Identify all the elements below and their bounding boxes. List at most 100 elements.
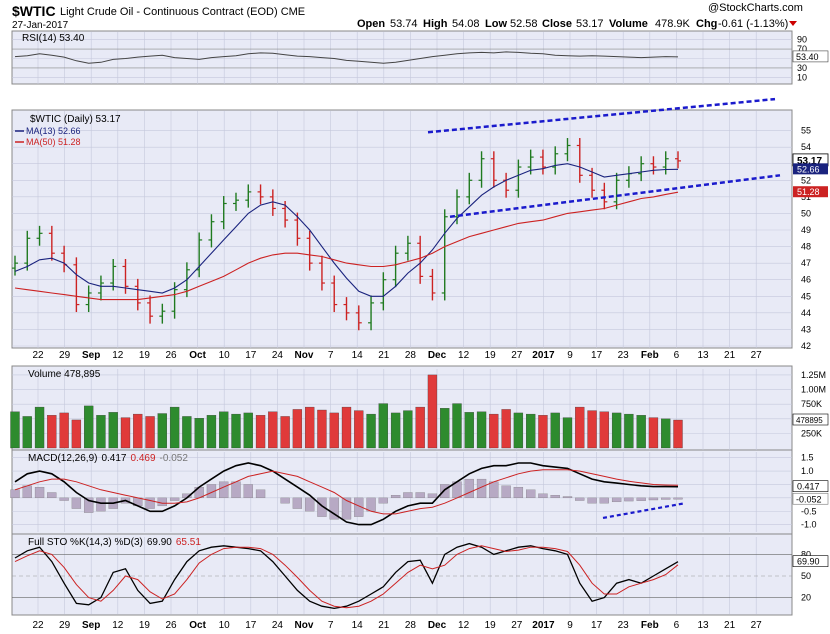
macd-tick-label: 1.5 [801, 453, 814, 463]
macd-legend: MACD(12,26,9) 0.417 0.469 -0.052 [28, 453, 188, 464]
macd-line [14, 462, 679, 526]
volume-bar [538, 415, 548, 449]
x-tick-label: 21 [378, 350, 390, 361]
x-tick-label: Nov [295, 620, 314, 631]
x-tick-label: 28 [405, 620, 417, 631]
volume-bar [182, 416, 192, 449]
macd-histogram-bar [231, 481, 241, 499]
price-tick-label: 52 [801, 175, 811, 185]
rsi-line [14, 51, 679, 64]
macd-histogram-bar [219, 481, 229, 499]
x-tick-label: 29 [59, 620, 71, 631]
symbol-title: $WTIC [12, 3, 56, 19]
open-label: Open [357, 18, 385, 30]
x-tick-label: 14 [352, 620, 364, 631]
price-tick-label: 44 [801, 308, 811, 318]
macd-histogram-bar [415, 492, 425, 499]
x-tick-label: 24 [272, 620, 284, 631]
low-value: 52.58 [510, 18, 538, 30]
sto-k-value: 69.90 [147, 537, 172, 548]
macd-last-value: 0.417 [797, 482, 820, 492]
macd-histogram-bar [427, 493, 438, 499]
x-tick-label: 17 [245, 620, 257, 631]
price-tick-label: 55 [801, 126, 811, 136]
down-arrow-icon [789, 21, 797, 26]
sto-d-line [14, 545, 679, 609]
volume-bar [550, 412, 560, 449]
ma13-line [14, 163, 679, 297]
macd-signal-line [14, 469, 679, 515]
x-tick-label: 23 [618, 350, 630, 361]
macd-histogram-bar [440, 484, 450, 499]
macd-histogram-bar [562, 496, 573, 499]
chart-date: 27-Jan-2017 [12, 20, 69, 31]
macd-histogram-bar [587, 497, 597, 504]
x-tick-label: 12 [458, 350, 470, 361]
open-value: 53.74 [390, 18, 418, 30]
macd-histogram-bar [611, 497, 622, 503]
macd-histogram-bar [403, 492, 413, 499]
macd-histogram-bar [366, 497, 376, 512]
volume-bar [268, 411, 278, 449]
macd-legend-prefix: MACD(12,26,9) [28, 453, 97, 464]
x-tick-label: 17 [591, 350, 603, 361]
close-value: 53.17 [576, 18, 604, 30]
price-tick-label: 49 [801, 225, 811, 235]
volume-bar [22, 416, 32, 449]
x-tick-label: 27 [751, 350, 763, 361]
rsi-last-box [792, 50, 829, 63]
volume-tick-label: 1.25M [801, 370, 826, 380]
macd-histogram-bar [624, 497, 634, 502]
volume-bar [329, 412, 339, 449]
macd-histogram-bar [538, 493, 548, 499]
macd-histogram-bar [550, 495, 560, 499]
volume-bar [611, 412, 622, 449]
x-tick-label: 19 [485, 350, 497, 361]
x-tick-label: 2017 [532, 350, 555, 361]
macd-histogram-bar [169, 497, 180, 501]
volume-bar [513, 412, 524, 449]
x-tick-label: 27 [511, 350, 523, 361]
volume-bar [34, 406, 45, 449]
volume-bar [661, 418, 671, 449]
x-tick-label: 24 [272, 350, 284, 361]
rsi-legend: RSI(14) 53.40 [22, 33, 85, 44]
x-tick-label: Feb [641, 620, 659, 631]
macd-histogram-bar [513, 486, 524, 499]
close-label: Close [542, 18, 572, 30]
ma50-legend: MA(50) 51.28 [26, 137, 81, 147]
x-tick-label: 12 [112, 350, 124, 361]
x-tick-label: Dec [428, 350, 447, 361]
price-legend: $WTIC (Daily) 53.17 [30, 114, 121, 125]
ma50-last-value: 51.28 [797, 187, 820, 197]
x-tick-label: 6 [674, 620, 680, 631]
price-tick-label: 42 [801, 341, 811, 351]
macd-last-box [792, 480, 829, 492]
macd-histogram-bar [526, 489, 536, 499]
macd-histogram-bar [59, 497, 69, 501]
rsi-last-value: 53.40 [796, 52, 819, 62]
x-tick-label: 26 [165, 350, 177, 361]
watermark: @StockCharts.com [708, 2, 803, 14]
price-tick-label: 43 [801, 324, 811, 334]
volume-bar [96, 415, 106, 449]
volume-label: Volume [609, 18, 648, 30]
macd-histogram-bar [145, 497, 155, 509]
volume-tick-label: 250K [801, 428, 822, 438]
macd-histogram-bar [317, 497, 327, 517]
sto-tick-label: 20 [801, 593, 811, 603]
volume-bar [440, 408, 450, 449]
x-tick-label: Sep [82, 620, 100, 631]
volume-bar [10, 411, 20, 449]
macd-histogram-bar [157, 497, 167, 507]
macd-histogram-bar [96, 497, 106, 512]
macd-tick-label: -0.5 [801, 506, 817, 516]
macd-histogram-bar [636, 497, 646, 501]
volume-bar [169, 406, 180, 449]
x-tick-label: 9 [567, 350, 573, 361]
price-last-value: 53.17 [797, 156, 822, 167]
x-tick-label: 28 [405, 350, 417, 361]
volume-bar [636, 415, 646, 449]
volume-bar [624, 413, 634, 449]
macd-tick-label: -1.0 [801, 520, 817, 530]
